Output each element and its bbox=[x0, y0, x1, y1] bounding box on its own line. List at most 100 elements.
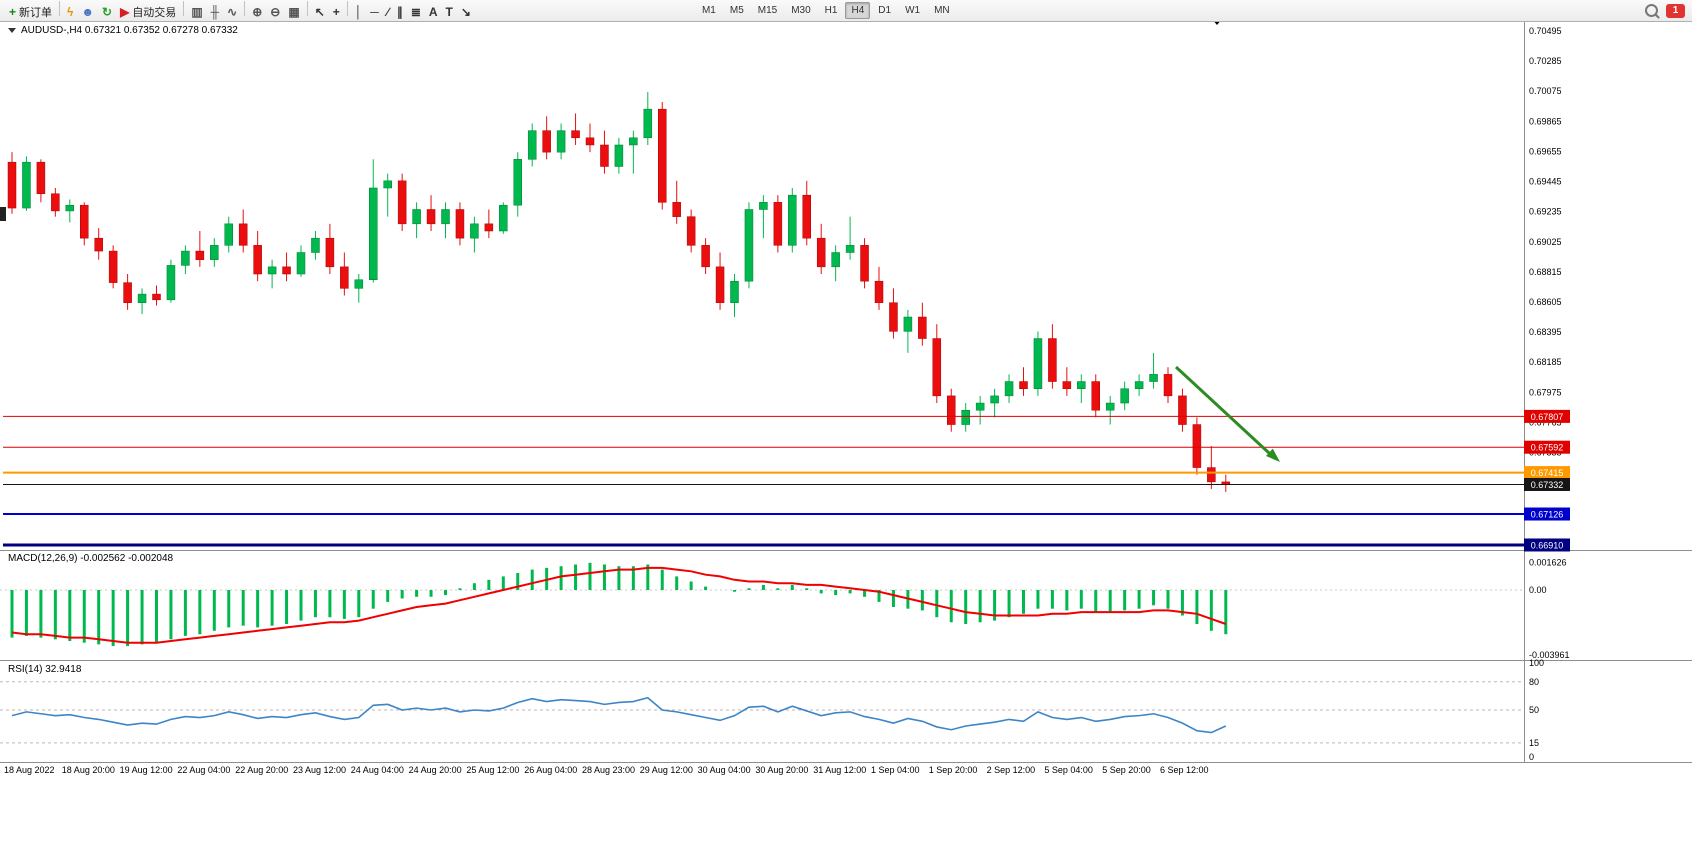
time-axis-label: 6 Sep 12:00 bbox=[1160, 765, 1209, 775]
channel-button[interactable]: ∥ bbox=[393, 3, 407, 21]
arrows-button[interactable]: ↘ bbox=[457, 3, 475, 21]
rsi-axis-label: 0 bbox=[1529, 752, 1534, 762]
trend-arrow-head bbox=[1266, 448, 1280, 462]
price-axis-label: 0.69025 bbox=[1529, 237, 1562, 247]
search-icon[interactable] bbox=[1645, 4, 1658, 17]
lightning-icon: ϟ bbox=[67, 4, 74, 19]
time-axis-label: 5 Sep 20:00 bbox=[1102, 765, 1151, 775]
refresh-button[interactable]: ↻ bbox=[98, 3, 116, 21]
time-axis-label: 2 Sep 12:00 bbox=[987, 765, 1036, 775]
toolbar-separator bbox=[244, 0, 246, 16]
time-axis-label: 30 Aug 20:00 bbox=[755, 765, 808, 775]
time-axis-label: 22 Aug 04:00 bbox=[177, 765, 230, 775]
trend-arrow[interactable] bbox=[1174, 365, 1271, 455]
line-chart-mode-button[interactable]: ∿ bbox=[223, 3, 241, 21]
macd-axis-label: -0.003961 bbox=[1529, 650, 1570, 660]
price-axis-label: 0.68185 bbox=[1529, 357, 1562, 367]
horizontal-line-button[interactable]: ─ bbox=[366, 3, 383, 21]
autotrade-icon: ▶ bbox=[120, 4, 130, 19]
price-axis-label: 0.68815 bbox=[1529, 267, 1562, 277]
label-button[interactable]: T bbox=[442, 3, 457, 21]
timeframe-m30[interactable]: M30 bbox=[791, 5, 811, 16]
price-badge-label: 0.67592 bbox=[1531, 443, 1564, 453]
price-axis-label: 0.70495 bbox=[1529, 26, 1562, 36]
crosshair-button[interactable]: + bbox=[329, 3, 344, 21]
timeframe-m5[interactable]: M5 bbox=[729, 5, 744, 16]
toolbar-separator bbox=[59, 0, 61, 16]
horizontal-line-icon: ─ bbox=[370, 4, 379, 19]
arrow-tool-icon: ↘ bbox=[460, 4, 471, 19]
macd-signal-line bbox=[11, 566, 1227, 644]
autotrade-button[interactable]: ▶ 自动交易 bbox=[116, 3, 180, 21]
price-badge-label: 0.66910 bbox=[1531, 540, 1564, 550]
candlestick-mode-button[interactable]: ╫ bbox=[207, 3, 224, 21]
timeframe-m1[interactable]: M1 bbox=[701, 5, 716, 16]
macd-axis-label: 0.00 bbox=[1529, 585, 1547, 595]
zoom-in-button[interactable]: ⊕ bbox=[248, 3, 266, 21]
charts-button[interactable]: ϟ bbox=[63, 3, 77, 21]
crosshair-icon: + bbox=[332, 4, 340, 19]
price-badge-label: 0.67126 bbox=[1531, 510, 1564, 520]
rsi-axis-label: 80 bbox=[1529, 677, 1539, 687]
new-order-icon: + bbox=[9, 4, 17, 19]
timeframe-h4[interactable]: H4 bbox=[845, 2, 871, 19]
time-axis-label: 5 Sep 04:00 bbox=[1044, 765, 1093, 775]
trendline-icon: ∕ bbox=[386, 4, 389, 19]
time-axis-label: 19 Aug 12:00 bbox=[120, 765, 173, 775]
zoom-out-icon: ⊖ bbox=[270, 4, 281, 19]
new-order-button[interactable]: + 新订单 bbox=[5, 3, 56, 21]
price-badge bbox=[1524, 477, 1570, 491]
timeframe-d1[interactable]: D1 bbox=[878, 5, 892, 16]
rsi-axis-label: 100 bbox=[1529, 658, 1544, 668]
price-axis-label: 0.69655 bbox=[1529, 146, 1562, 156]
trendline-button[interactable]: ∕ bbox=[383, 3, 393, 21]
macd-panel bbox=[0, 562, 1524, 647]
profile-button[interactable]: ☻ bbox=[77, 3, 98, 21]
text-button[interactable]: A bbox=[425, 3, 442, 21]
price-axis-label: 0.67975 bbox=[1529, 387, 1562, 397]
rsi-axis-label: 15 bbox=[1529, 738, 1539, 748]
time-axis-label: 1 Sep 20:00 bbox=[929, 765, 978, 775]
time-axis-label: 31 Aug 12:00 bbox=[813, 765, 866, 775]
time-axis-label: 18 Aug 2022 bbox=[4, 765, 55, 775]
cursor-button[interactable]: ↖ bbox=[311, 3, 329, 21]
autotrade-button-label: 自动交易 bbox=[132, 6, 177, 19]
fibonacci-icon: ≣ bbox=[410, 4, 421, 19]
macd-axis-label: 0.001626 bbox=[1529, 557, 1567, 567]
vertical-line-button[interactable]: │ bbox=[351, 3, 367, 21]
new-order-button-label: 新订单 bbox=[19, 6, 53, 19]
timeframe-bar: M1 M5 M15 M30 H1 H4 D1 W1 MN bbox=[695, 2, 957, 19]
notification-badge[interactable]: 1 bbox=[1666, 3, 1685, 18]
toolbar-right-group: 1 bbox=[1645, 3, 1687, 18]
candlestick-icon: ╫ bbox=[210, 4, 220, 19]
price-badge bbox=[1524, 440, 1570, 454]
refresh-icon: ↻ bbox=[102, 4, 113, 19]
time-axis-label: 1 Sep 04:00 bbox=[871, 765, 920, 775]
timeframe-w1[interactable]: W1 bbox=[905, 5, 921, 16]
toolbar-buttons: + 新订单 ϟ ☻ ↻ ▶ 自动交易 ▥ ╫ ∿ ⊕ ⊖ ▦ ↖ + │ ─ ∕ ∥ ≣ A T ↘ bbox=[5, 0, 475, 21]
time-axis-label: 24 Aug 20:00 bbox=[409, 765, 462, 775]
time-axis-label: 29 Aug 12:00 bbox=[640, 765, 693, 775]
zoom-in-icon: ⊕ bbox=[252, 4, 263, 19]
zoom-out-button[interactable]: ⊖ bbox=[266, 3, 284, 21]
fibonacci-button[interactable]: ≣ bbox=[407, 3, 425, 21]
timeframe-m15[interactable]: M15 bbox=[757, 5, 778, 16]
timeframe-mn[interactable]: MN bbox=[934, 5, 950, 16]
price-badge bbox=[1524, 466, 1570, 480]
collapse-icon[interactable] bbox=[8, 28, 16, 33]
rsi-line bbox=[11, 696, 1227, 734]
level-lines[interactable] bbox=[3, 409, 1570, 552]
tile-windows-icon: ▦ bbox=[288, 4, 300, 19]
price-axis-label: 0.69445 bbox=[1529, 177, 1562, 187]
time-axis-label: 30 Aug 04:00 bbox=[698, 765, 751, 775]
toolbar-separator bbox=[346, 0, 348, 16]
bar-chart-mode-button[interactable]: ▥ bbox=[187, 3, 206, 21]
vertical-line-icon: │ bbox=[354, 4, 363, 19]
symbol-info[interactable]: AUDUSD-,H4 0.67321 0.67352 0.67278 0.673… bbox=[8, 25, 238, 36]
tile-windows-button[interactable]: ▦ bbox=[284, 3, 303, 21]
channel-icon: ∥ bbox=[396, 4, 403, 19]
time-axis-label: 28 Aug 23:00 bbox=[582, 765, 635, 775]
price-badge-label: 0.67807 bbox=[1531, 412, 1564, 422]
timeframe-h1[interactable]: H1 bbox=[824, 5, 838, 16]
